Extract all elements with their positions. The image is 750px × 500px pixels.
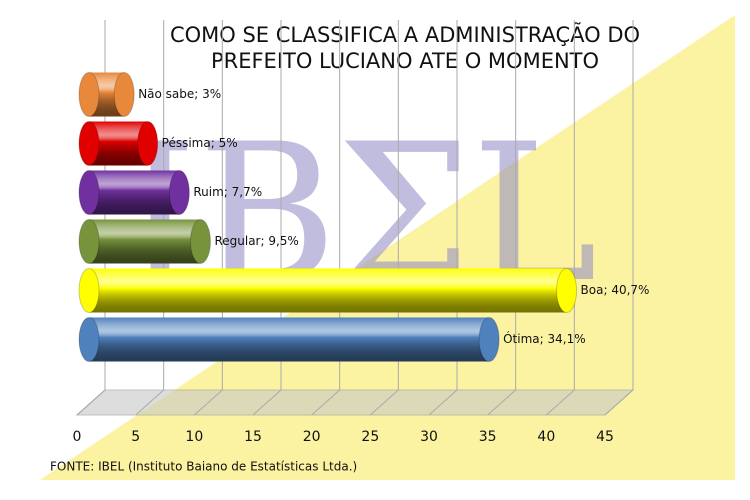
bar-cap — [78, 268, 100, 313]
grid-line — [604, 20, 634, 416]
x-tick-label: 30 — [420, 429, 438, 445]
grid-line — [252, 20, 282, 416]
bar-cap — [78, 170, 100, 215]
bar-cap — [478, 317, 500, 362]
grid-line — [487, 20, 517, 416]
x-tick-label: 15 — [244, 429, 262, 445]
bar-cap — [78, 121, 100, 166]
bar-cap — [113, 72, 135, 117]
bar-cap — [78, 219, 100, 264]
data-label: Péssima; 5% — [162, 136, 238, 150]
x-tick-label: 45 — [596, 429, 614, 445]
grid-line — [370, 20, 399, 416]
bar — [89, 170, 180, 215]
bar-cap — [78, 317, 100, 362]
grid-line — [194, 20, 223, 416]
x-tick-label: 5 — [131, 429, 140, 445]
grid-line — [546, 20, 575, 416]
bar-cap — [78, 72, 100, 117]
grid-line — [428, 20, 458, 416]
x-tick-label: 40 — [537, 429, 555, 445]
bar-cap — [556, 268, 578, 313]
x-tick-label: 35 — [479, 429, 497, 445]
grid-line — [311, 20, 341, 416]
x-tick-label: 10 — [185, 429, 203, 445]
background-triangle — [40, 15, 735, 480]
bar — [89, 219, 201, 264]
data-label: Regular; 9,5% — [214, 234, 298, 248]
bar-cap — [137, 121, 159, 166]
data-label: Ruim; 7,7% — [193, 185, 262, 199]
chart-title: COMO SE CLASSIFICA A ADMINISTRAÇÃO DO — [170, 21, 640, 47]
data-label: Boa; 40,7% — [581, 283, 650, 297]
bar-cap — [168, 170, 190, 215]
grid-line — [135, 20, 165, 416]
bar-cap — [189, 219, 211, 264]
chart-title: PREFEITO LUCIANO ATE O MOMENTO — [211, 49, 599, 73]
floor — [75, 389, 635, 416]
x-tick-label: 25 — [361, 429, 379, 445]
bar — [89, 317, 490, 362]
data-label: Não sabe; 3% — [138, 87, 221, 101]
data-label: Ótima; 34,1% — [503, 331, 586, 346]
x-tick-label: 20 — [303, 429, 321, 445]
x-tick-label: 0 — [73, 429, 82, 445]
source: FONTE: IBEL (Instituto Baiano de Estatís… — [50, 460, 357, 474]
bar — [89, 268, 567, 313]
